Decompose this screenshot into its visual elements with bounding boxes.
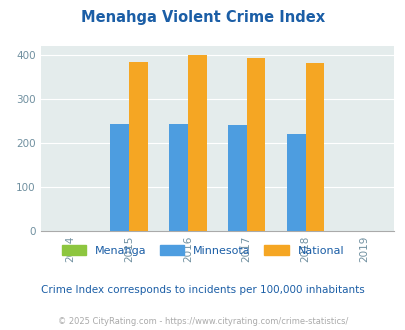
Legend: Menahga, Minnesota, National: Menahga, Minnesota, National [57, 241, 348, 260]
Text: © 2025 CityRating.com - https://www.cityrating.com/crime-statistics/: © 2025 CityRating.com - https://www.city… [58, 317, 347, 326]
Bar [168, 124, 187, 231]
Bar [286, 134, 305, 231]
Bar [128, 62, 147, 231]
Text: Menahga Violent Crime Index: Menahga Violent Crime Index [81, 10, 324, 25]
Bar [246, 58, 265, 231]
Text: Crime Index corresponds to incidents per 100,000 inhabitants: Crime Index corresponds to incidents per… [41, 285, 364, 295]
Bar [227, 125, 246, 231]
Bar [110, 124, 128, 231]
Bar [188, 55, 206, 231]
Bar [305, 63, 324, 231]
